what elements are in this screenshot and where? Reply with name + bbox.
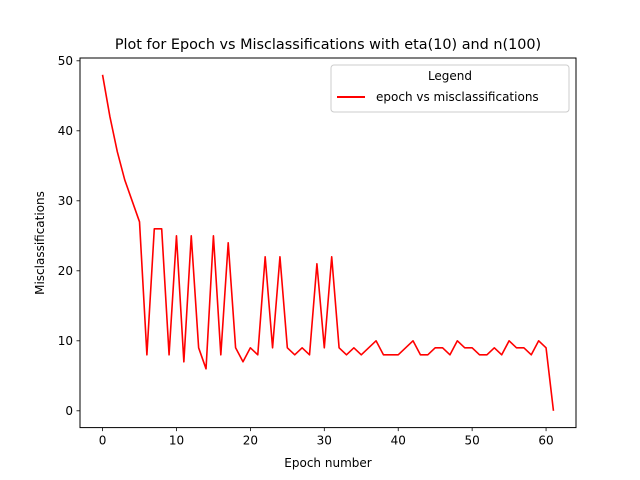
y-axis: 0 10 20 30 40 50 <box>58 54 80 418</box>
legend-series-label: epoch vs misclassifications <box>376 90 539 104</box>
chart-title: Plot for Epoch vs Misclassifications wit… <box>115 37 541 53</box>
y-tick-label: 50 <box>58 54 73 68</box>
x-tick-label: 20 <box>243 434 258 448</box>
x-tick-label: 10 <box>169 434 184 448</box>
x-tick-label: 60 <box>538 434 553 448</box>
y-axis-label: Misclassifications <box>33 191 47 295</box>
series-line-0 <box>101 74 555 411</box>
x-tick-label: 40 <box>391 434 406 448</box>
x-axis: 0 10 20 30 40 50 60 <box>99 427 554 448</box>
x-axis-label: Epoch number <box>284 456 371 470</box>
x-tick-label: 50 <box>465 434 480 448</box>
y-tick-label: 10 <box>58 334 73 348</box>
legend-title: Legend <box>428 69 472 83</box>
axes-frame <box>79 57 577 429</box>
plot-area <box>101 74 555 411</box>
y-tick-label: 0 <box>65 404 73 418</box>
legend-box <box>330 64 570 113</box>
x-tick-label: 0 <box>99 434 107 448</box>
y-tick-label: 20 <box>58 264 73 278</box>
x-tick-label: 30 <box>317 434 332 448</box>
legend[interactable]: Legend epoch vs misclassifications <box>330 64 570 113</box>
y-tick-label: 30 <box>58 194 73 208</box>
y-tick-label: 40 <box>58 124 73 138</box>
